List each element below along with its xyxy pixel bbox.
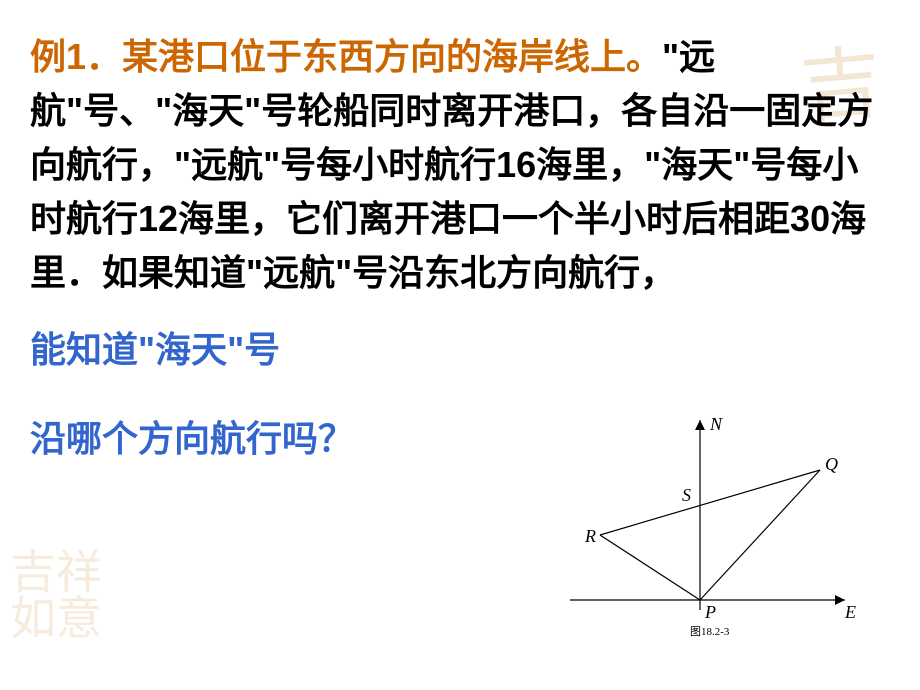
diagram-caption: 图18.2-3 <box>690 625 730 638</box>
geometry-diagram: N E P Q R S 图18.2-3 <box>560 400 860 650</box>
line-pq <box>700 470 820 600</box>
line-pr <box>600 535 700 600</box>
line-rq <box>600 470 820 535</box>
label-s: S <box>682 485 691 505</box>
watermark-bottom-left: 吉祥如意 <box>10 550 110 670</box>
example-heading: 例1．某港口位于东西方向的海岸线上。 <box>30 36 662 77</box>
problem-paragraph: 例1．某港口位于东西方向的海岸线上。"远航"号、"海天"号轮船同时离开港口，各自… <box>30 30 890 300</box>
question-line-1: 能知道"海天"号 <box>30 310 890 389</box>
label-p: P <box>704 602 716 622</box>
north-arrow <box>695 420 705 430</box>
label-e: E <box>844 602 856 622</box>
label-n: N <box>709 414 723 434</box>
east-arrow <box>835 595 845 605</box>
label-q: Q <box>825 454 838 474</box>
label-r: R <box>584 526 596 546</box>
